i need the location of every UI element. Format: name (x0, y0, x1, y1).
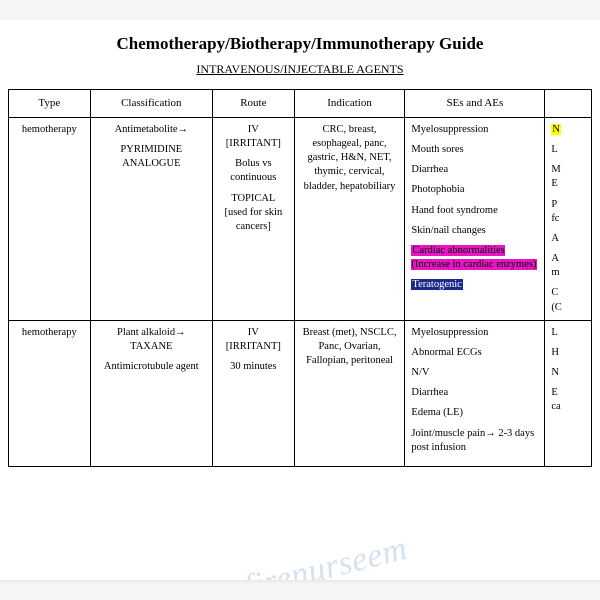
cell-classification: Plant alkaloid→ TAXANE Antimicrotubule a… (90, 320, 212, 466)
cell-se: Myelosuppression Mouth sores Diarrhea Ph… (405, 117, 545, 320)
cell-classification: Antimetabolite→ PYRIMIDINE ANALOGUE (90, 117, 212, 320)
watermark-text: m Jamieson @thatspitfirenurseem (0, 467, 600, 580)
cell-indication: CRC, breast, esophageal, panc, gastric, … (294, 117, 405, 320)
cell-type: hemotherapy (9, 320, 91, 466)
page-title: Chemotherapy/Biotherapy/Immunotherapy Gu… (8, 34, 592, 54)
table-row: hemotherapy Antimetabolite→ PYRIMIDINE A… (9, 117, 592, 320)
cell-route: IV [IRRITANT] Bolus vs continuous TOPICA… (213, 117, 295, 320)
page-subtitle: INTRAVENOUS/INJECTABLE AGENTS (8, 62, 592, 77)
cell-last: N L M E P fc A A m C (C (545, 117, 592, 320)
cell-se: Myelosuppression Abnormal ECGs N/V Diarr… (405, 320, 545, 466)
col-indication: Indication (294, 90, 405, 118)
col-route: Route (213, 90, 295, 118)
document-page: Chemotherapy/Biotherapy/Immunotherapy Gu… (0, 20, 600, 580)
table-row: hemotherapy Plant alkaloid→ TAXANE Antim… (9, 320, 592, 466)
col-classification: Classification (90, 90, 212, 118)
cell-route: IV [IRRITANT] 30 minutes (213, 320, 295, 466)
col-last (545, 90, 592, 118)
col-type: Type (9, 90, 91, 118)
agents-table: Type Classification Route Indication SEs… (8, 89, 592, 467)
col-se: SEs and AEs (405, 90, 545, 118)
cell-type: hemotherapy (9, 117, 91, 320)
cell-last: L H N E ca (545, 320, 592, 466)
cell-indication: Breast (met), NSCLC, Panc, Ovarian, Fall… (294, 320, 405, 466)
table-header-row: Type Classification Route Indication SEs… (9, 90, 592, 118)
